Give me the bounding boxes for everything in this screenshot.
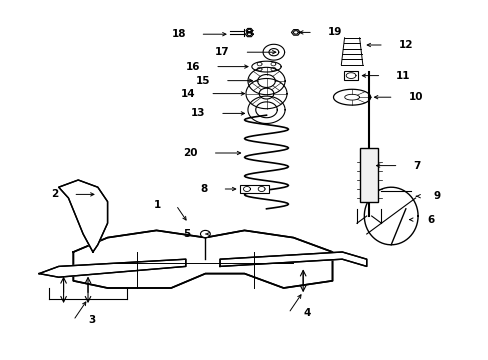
Text: 8: 8 — [200, 184, 207, 194]
Text: 3: 3 — [88, 315, 95, 325]
Bar — [360, 148, 377, 202]
Text: 6: 6 — [427, 215, 434, 225]
Text: 5: 5 — [183, 229, 190, 239]
Text: 13: 13 — [190, 108, 205, 118]
Polygon shape — [73, 230, 332, 288]
Text: 2: 2 — [51, 189, 59, 199]
Circle shape — [200, 230, 210, 238]
Text: 15: 15 — [195, 76, 210, 86]
Text: 9: 9 — [433, 191, 440, 201]
Text: 12: 12 — [398, 40, 412, 50]
Text: 17: 17 — [215, 47, 229, 57]
Bar — [239, 185, 268, 193]
Text: 11: 11 — [395, 71, 410, 81]
Text: 10: 10 — [407, 92, 422, 102]
Polygon shape — [39, 259, 185, 277]
Text: 18: 18 — [171, 29, 185, 39]
Text: 16: 16 — [185, 62, 200, 72]
Text: 14: 14 — [181, 89, 195, 99]
Text: 20: 20 — [183, 148, 198, 158]
Text: 19: 19 — [327, 27, 341, 37]
Text: 4: 4 — [303, 308, 310, 318]
Polygon shape — [220, 252, 366, 266]
Text: 7: 7 — [412, 161, 420, 171]
Text: 1: 1 — [154, 200, 161, 210]
Bar — [343, 71, 358, 80]
Polygon shape — [59, 180, 107, 252]
